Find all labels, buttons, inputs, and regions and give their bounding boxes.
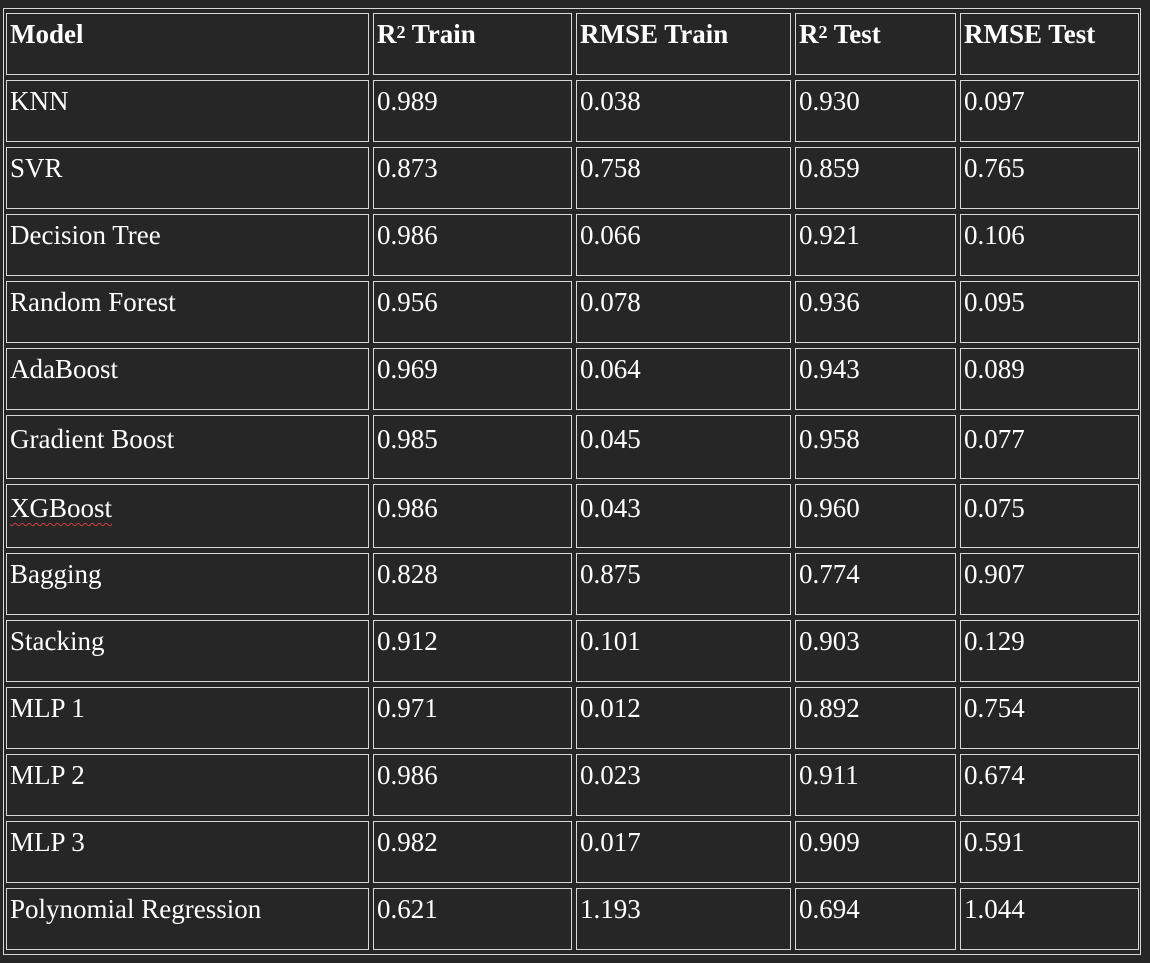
header-rmse-train: RMSE Train (576, 13, 791, 75)
cell-model: Stacking (6, 620, 369, 682)
cell-r2-test: 0.921 (795, 214, 956, 276)
header-model: Model (6, 13, 369, 75)
cell-r2-train: 0.828 (373, 553, 572, 615)
cell-r2-train: 0.971 (373, 687, 572, 749)
cell-rmse-test: 0.106 (960, 214, 1139, 276)
cell-rmse-train: 0.078 (576, 281, 791, 343)
cell-r2-train: 0.912 (373, 620, 572, 682)
cell-r2-train: 0.982 (373, 821, 572, 883)
cell-rmse-train: 0.066 (576, 214, 791, 276)
table-row: Gradient Boost 0.985 0.045 0.958 0.077 (6, 415, 1139, 479)
table-row: Stacking 0.912 0.101 0.903 0.129 (6, 620, 1139, 682)
table-row: SVR 0.873 0.758 0.859 0.765 (6, 147, 1139, 209)
cell-rmse-test: 0.129 (960, 620, 1139, 682)
cell-rmse-test: 0.591 (960, 821, 1139, 883)
cell-r2-train: 0.873 (373, 147, 572, 209)
cell-r2-test: 0.943 (795, 348, 956, 410)
cell-model: MLP 3 (6, 821, 369, 883)
cell-model: XGBoost (6, 484, 369, 548)
cell-r2-test: 0.694 (795, 888, 956, 950)
cell-r2-test: 0.958 (795, 415, 956, 479)
cell-r2-test: 0.892 (795, 687, 956, 749)
cell-r2-test: 0.903 (795, 620, 956, 682)
cell-r2-train: 0.986 (373, 484, 572, 548)
table-row: Random Forest 0.956 0.078 0.936 0.095 (6, 281, 1139, 343)
cell-model: MLP 1 (6, 687, 369, 749)
cell-model: AdaBoost (6, 348, 369, 410)
header-r2-train: R2 Train (373, 13, 572, 75)
cell-rmse-test: 0.077 (960, 415, 1139, 479)
cell-model: MLP 2 (6, 754, 369, 816)
cell-model: Decision Tree (6, 214, 369, 276)
results-table: Model R2 Train RMSE Train R2 Test RMSE T… (2, 8, 1143, 955)
table-row: MLP 3 0.982 0.017 0.909 0.591 (6, 821, 1139, 883)
cell-r2-test: 0.911 (795, 754, 956, 816)
cell-model: Polynomial Regression (6, 888, 369, 950)
cell-rmse-train: 0.064 (576, 348, 791, 410)
table-row: Bagging 0.828 0.875 0.774 0.907 (6, 553, 1139, 615)
cell-r2-test: 0.936 (795, 281, 956, 343)
cell-rmse-test: 1.044 (960, 888, 1139, 950)
cell-rmse-test: 0.765 (960, 147, 1139, 209)
table-row: MLP 2 0.986 0.023 0.911 0.674 (6, 754, 1139, 816)
cell-rmse-train: 0.758 (576, 147, 791, 209)
cell-model: Bagging (6, 553, 369, 615)
table-row: Decision Tree 0.986 0.066 0.921 0.106 (6, 214, 1139, 276)
table-row: Polynomial Regression 0.621 1.193 0.694 … (6, 888, 1139, 950)
cell-r2-test: 0.909 (795, 821, 956, 883)
cell-rmse-test: 0.095 (960, 281, 1139, 343)
cell-rmse-test: 0.674 (960, 754, 1139, 816)
cell-r2-train: 0.989 (373, 80, 572, 142)
cell-r2-test: 0.774 (795, 553, 956, 615)
table-row: AdaBoost 0.969 0.064 0.943 0.089 (6, 348, 1139, 410)
cell-rmse-train: 0.017 (576, 821, 791, 883)
cell-rmse-train: 0.023 (576, 754, 791, 816)
cell-r2-train: 0.969 (373, 348, 572, 410)
cell-rmse-train: 0.875 (576, 553, 791, 615)
cell-r2-train: 0.956 (373, 281, 572, 343)
cell-model: Gradient Boost (6, 415, 369, 479)
cell-rmse-train: 0.038 (576, 80, 791, 142)
cell-model: SVR (6, 147, 369, 209)
cell-r2-train: 0.986 (373, 214, 572, 276)
cell-r2-test: 0.930 (795, 80, 956, 142)
cell-rmse-train: 0.101 (576, 620, 791, 682)
cell-model: Random Forest (6, 281, 369, 343)
cell-rmse-test: 0.754 (960, 687, 1139, 749)
cell-rmse-train: 0.043 (576, 484, 791, 548)
cell-model: KNN (6, 80, 369, 142)
cell-rmse-test: 0.075 (960, 484, 1139, 548)
cell-r2-test: 0.960 (795, 484, 956, 548)
header-rmse-test: RMSE Test (960, 13, 1139, 75)
table-row: XGBoost 0.986 0.043 0.960 0.075 (6, 484, 1139, 548)
table-row: KNN 0.989 0.038 0.930 0.097 (6, 80, 1139, 142)
header-r2-test: R2 Test (795, 13, 956, 75)
cell-r2-train: 0.986 (373, 754, 572, 816)
cell-rmse-train: 0.012 (576, 687, 791, 749)
spellcheck-underlined-text: XGBoost (10, 493, 113, 523)
cell-r2-test: 0.859 (795, 147, 956, 209)
cell-rmse-test: 0.089 (960, 348, 1139, 410)
cell-rmse-test: 0.907 (960, 553, 1139, 615)
cell-rmse-train: 0.045 (576, 415, 791, 479)
cell-rmse-train: 1.193 (576, 888, 791, 950)
table-frame (3, 8, 1141, 955)
cell-r2-train: 0.985 (373, 415, 572, 479)
table-row: MLP 1 0.971 0.012 0.892 0.754 (6, 687, 1139, 749)
header-row: Model R2 Train RMSE Train R2 Test RMSE T… (6, 13, 1139, 75)
cell-r2-train: 0.621 (373, 888, 572, 950)
cell-rmse-test: 0.097 (960, 80, 1139, 142)
